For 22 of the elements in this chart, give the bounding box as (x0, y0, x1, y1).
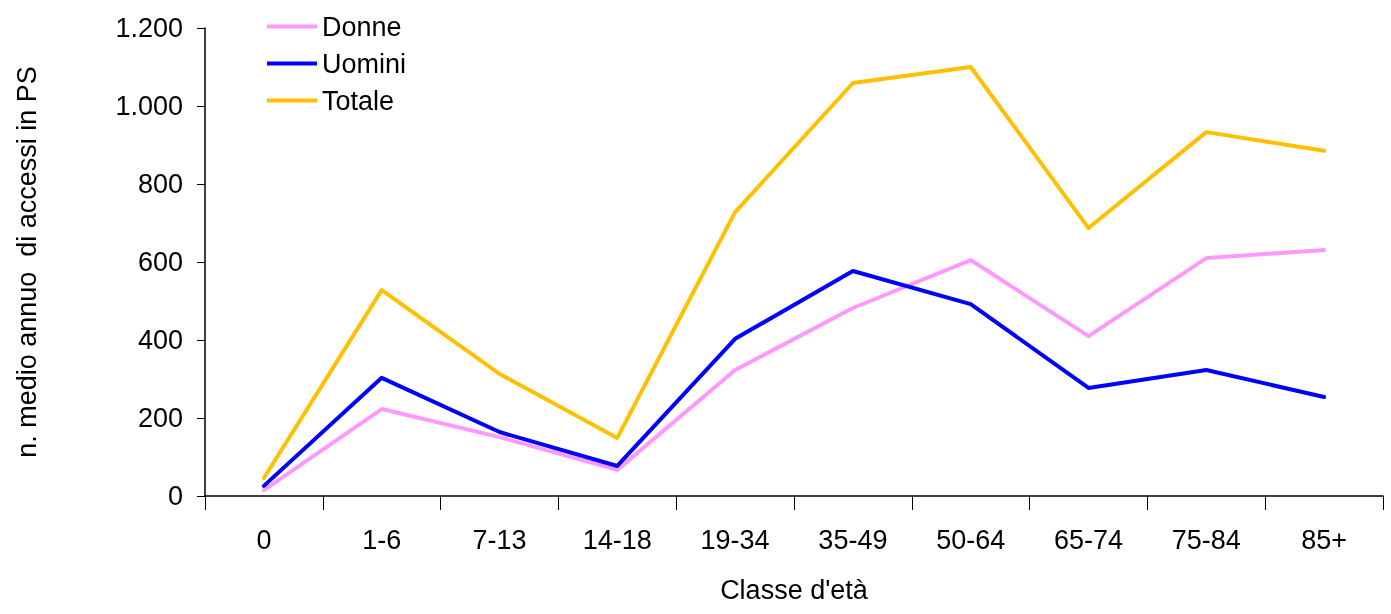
x-tick-label: 75-84 (1171, 524, 1241, 555)
y-tick-label: 0 (167, 481, 183, 511)
legend-label: Donne (322, 11, 402, 42)
y-axis-title: n. medio annuo di accessi in PS (11, 66, 42, 458)
x-axis-title: Classe d'età (720, 574, 869, 605)
x-tick-label: 1-6 (362, 524, 402, 555)
y-tick-label: 1.200 (115, 13, 183, 43)
x-tick-label: 7-13 (472, 524, 527, 555)
y-tick-label: 800 (137, 169, 183, 199)
legend-label: Totale (322, 85, 395, 116)
y-tick-label: 1.000 (115, 91, 183, 121)
x-tick-label: 65-74 (1053, 524, 1124, 555)
x-tick-label: 14-18 (582, 524, 652, 555)
x-tick-label: 85+ (1301, 524, 1348, 555)
y-tick-label: 200 (137, 403, 183, 433)
y-tick-label: 600 (137, 247, 183, 277)
x-tick-label: 35-49 (818, 524, 888, 555)
x-tick-label: 50-64 (936, 524, 1006, 555)
y-tick-label: 400 (137, 325, 183, 355)
x-tick-label: 19-34 (700, 524, 770, 555)
legend-label: Uomini (322, 48, 407, 79)
x-tick-label: 0 (256, 524, 272, 555)
